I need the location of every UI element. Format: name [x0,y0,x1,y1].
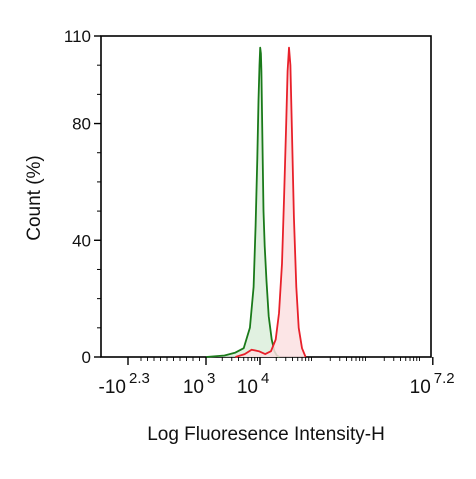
series-0-line [205,46,280,358]
y-tick-label-2: 80 [72,115,91,134]
y-tick-label-1: 40 [72,231,91,250]
x-tick-base: 10 [183,377,204,398]
series-0-area [206,47,280,357]
x-axis-label: Log Fluoresence Intensity-H [147,424,385,445]
y-tick-label-3: 110 [64,27,91,46]
x-tick-base: 10 [237,377,258,398]
x-tick-exponent: 3 [207,370,215,387]
series-1-area [235,47,306,357]
x-tick-label-2: 10 4 [237,370,269,398]
x-tick-base: -10 [99,377,126,398]
x-tick-exponent: 2.3 [129,370,150,387]
series-layer [205,46,307,358]
x-tick-label-3: 10 7.2 [410,370,455,398]
y-tick-label-0: 0 [82,348,91,367]
x-tick-label-1: 10 3 [183,370,215,398]
x-tick-exponent: 7.2 [434,370,455,387]
x-tick-label-0: -10 2.3 [99,370,150,398]
y-axis-label: Count (%) [24,155,45,241]
series-1-line [235,46,307,358]
x-tick-exponent: 4 [261,370,269,387]
x-tick-base: 10 [410,377,431,398]
